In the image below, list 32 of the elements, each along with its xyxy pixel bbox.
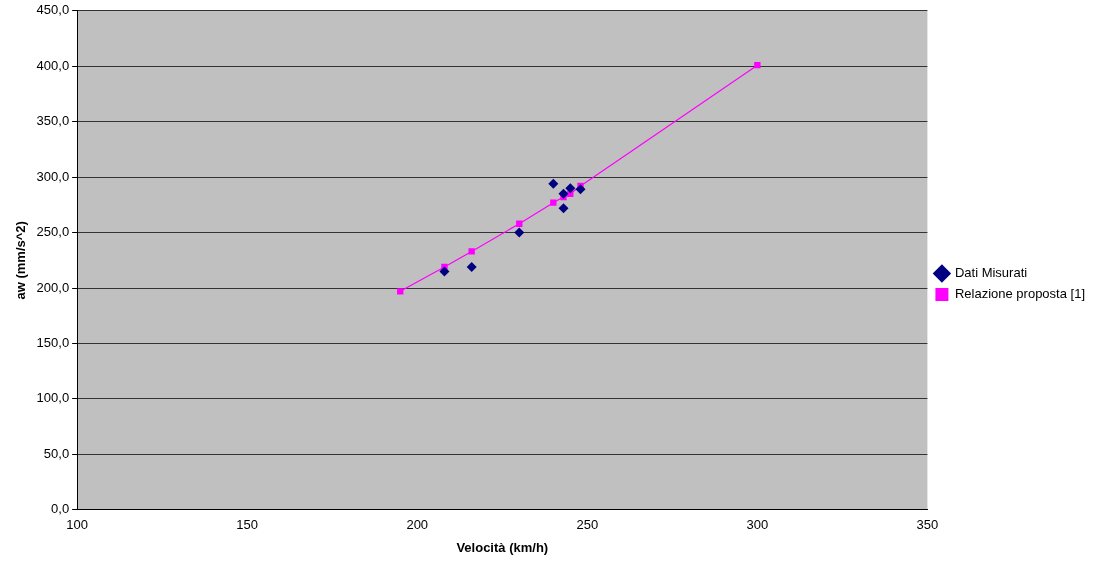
x-axis-title: Velocità (km/h)	[456, 539, 549, 555]
y-tick-label: 350,0	[36, 113, 70, 129]
point	[754, 61, 761, 69]
x-tick-label: 300	[746, 517, 769, 533]
y-tick-label: 400,0	[36, 57, 70, 73]
point	[565, 183, 576, 194]
y-tick-label: 200,0	[36, 279, 70, 295]
point	[466, 261, 477, 272]
legend-label: Dati Misurati	[954, 265, 1028, 281]
point	[575, 184, 586, 195]
y-tick-label: 100,0	[36, 390, 70, 406]
y-tick-label: 450,0	[36, 2, 70, 18]
point	[558, 203, 569, 214]
legend-label: Relazione proposta [1]	[954, 286, 1086, 302]
x-tick-label: 150	[236, 517, 259, 533]
point	[548, 178, 559, 189]
point	[439, 266, 450, 277]
y-tick-label: 50,0	[43, 445, 70, 461]
point	[550, 199, 557, 206]
point	[468, 248, 475, 255]
point	[397, 288, 404, 295]
point	[558, 188, 569, 199]
y-axis-title: aw (mm/s^2)	[13, 221, 29, 300]
x-tick-label: 350	[916, 517, 939, 533]
y-tick-label: 150,0	[36, 335, 70, 351]
y-tick-label: 300,0	[36, 168, 70, 184]
y-tick-label: 250,0	[36, 224, 70, 240]
x-tick-label: 250	[576, 517, 599, 533]
x-tick-label: 200	[406, 517, 429, 533]
x-tick-label: 100	[66, 517, 88, 533]
point	[514, 227, 525, 238]
y-tick-label: 0,0	[51, 501, 70, 517]
